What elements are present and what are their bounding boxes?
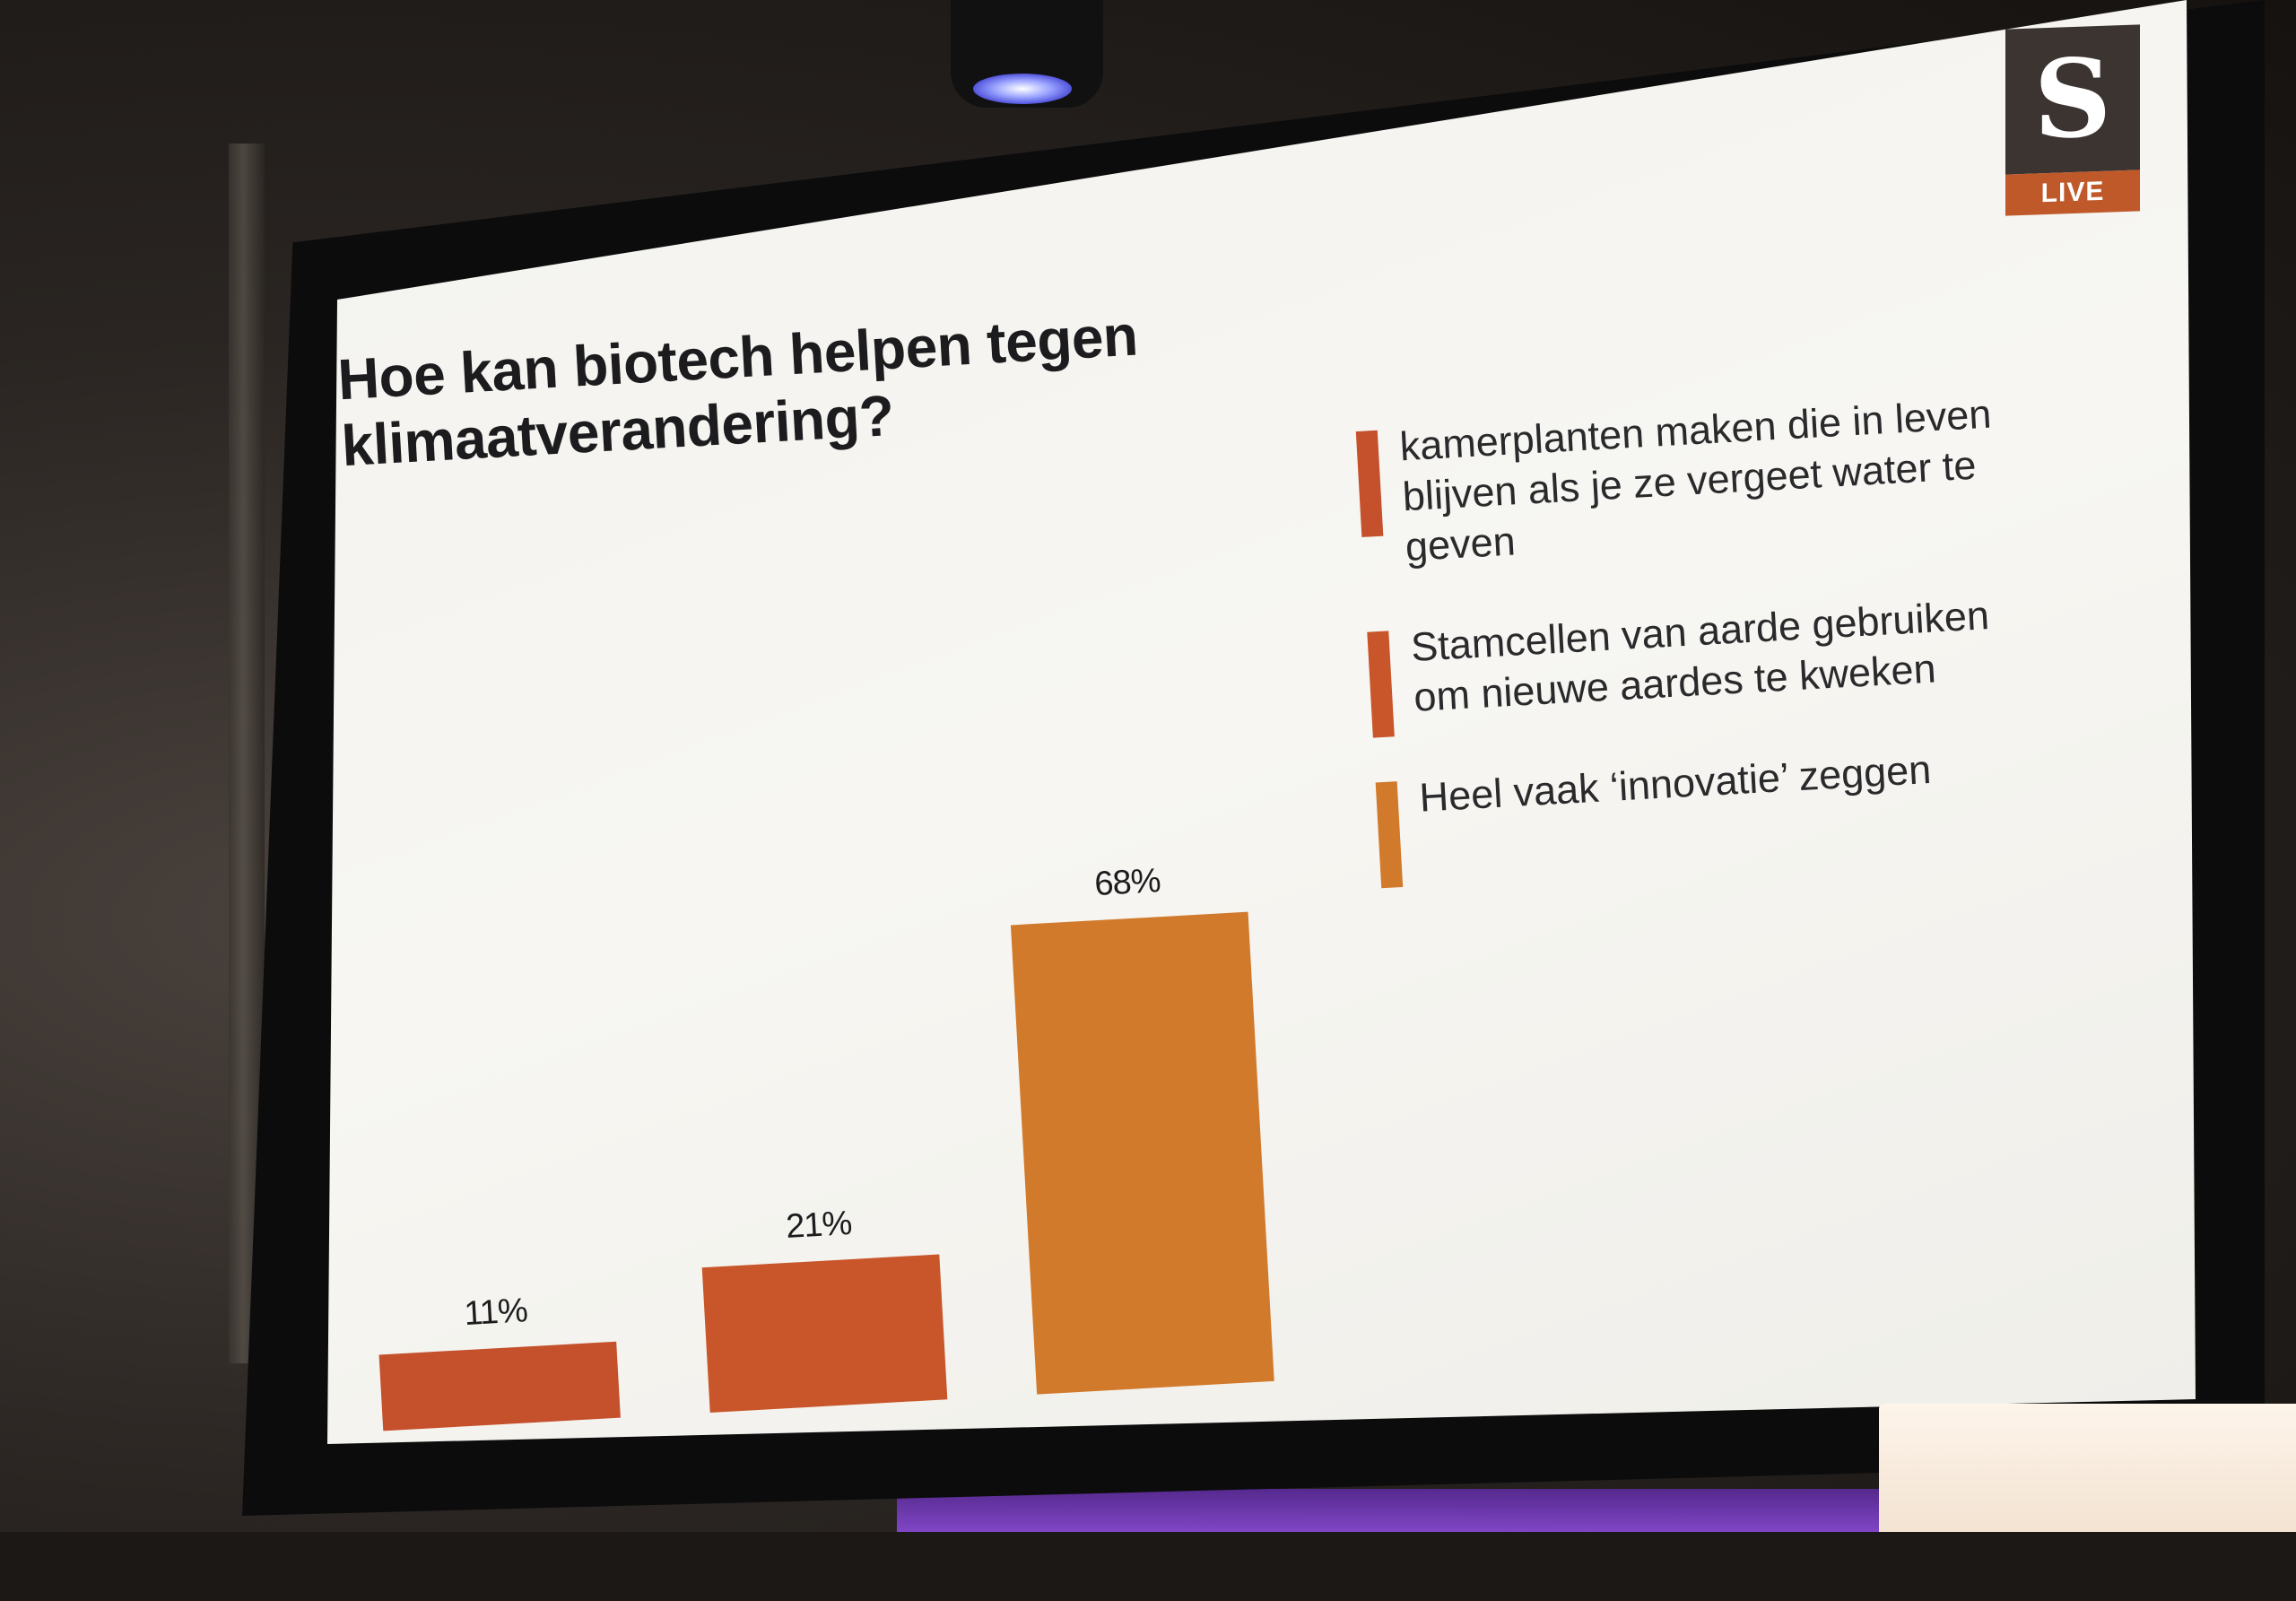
- legend-label-1: kamerplanten maken die in leven blijven …: [1398, 390, 1993, 570]
- s-live-logo: S LIVE: [2005, 24, 2140, 216]
- legend-swatch-1: [1355, 430, 1384, 537]
- legend-item-2: Stamcellen van aarde gebruiken om nieuwe…: [1367, 587, 2053, 738]
- bar-1: [378, 1341, 621, 1431]
- stage-light: [897, 1489, 1883, 1532]
- bar-2: [701, 1254, 948, 1414]
- podium: [1879, 1404, 2296, 1532]
- bar-3: [1010, 911, 1274, 1395]
- legend-swatch-3: [1375, 781, 1404, 889]
- legend-label-2: Stamcellen van aarde gebruiken om nieuwe…: [1409, 592, 1991, 720]
- bar-value-label-1: 11%: [463, 1292, 528, 1334]
- logo-live-label: LIVE: [2005, 170, 2140, 216]
- bar-chart: 11% 21% 68%: [327, 572, 1333, 1432]
- bar-value-label-2: 21%: [785, 1204, 853, 1246]
- lamp-light: [973, 74, 1072, 104]
- legend-label-3: Heel vaak ‘innovatie’ zeggen: [1418, 745, 1933, 821]
- legend-item-3: Heel vaak ‘innovatie’ zeggen: [1375, 737, 2058, 889]
- legend-swatch-2: [1367, 631, 1395, 738]
- logo-letter: S: [2005, 24, 2140, 175]
- chart-title: Hoe kan biotech helpen tegen klimaatvera…: [335, 302, 1140, 479]
- legend-item-1: kamerplanten maken die in leven blijven …: [1355, 387, 2044, 575]
- chart-legend: kamerplanten maken die in leven blijven …: [1355, 387, 2061, 889]
- bar-value-label-3: 68%: [1093, 862, 1161, 904]
